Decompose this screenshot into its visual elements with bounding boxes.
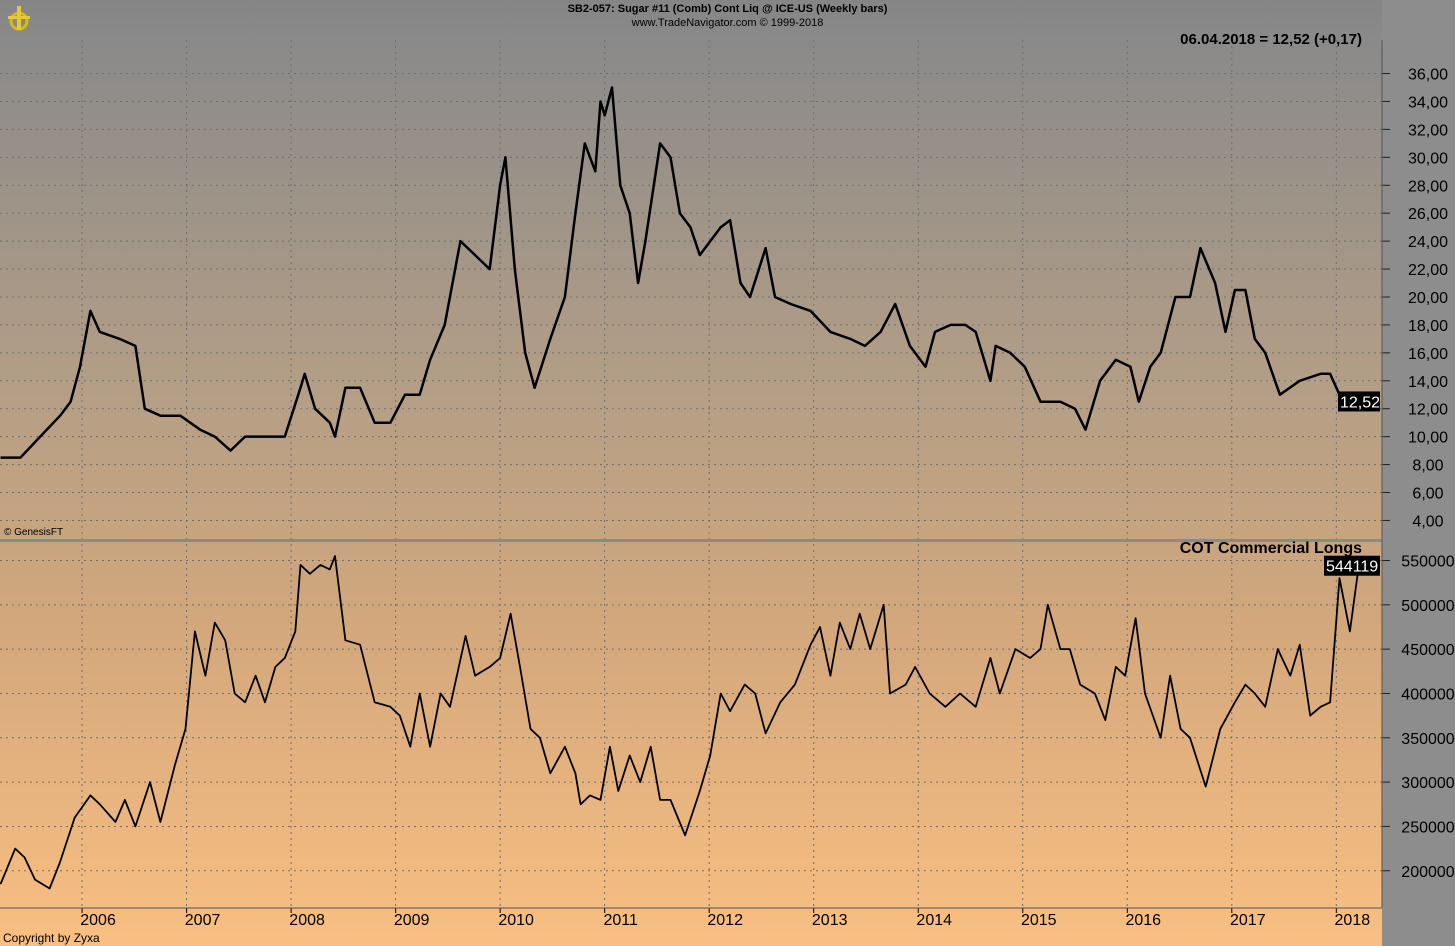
panel-separator <box>0 539 1382 542</box>
x-tick-label: 2016 <box>1125 912 1161 929</box>
price-y-tick-label: 24,00 <box>1408 234 1448 251</box>
cot-y-tick-label: 250000 <box>1401 819 1454 836</box>
chart-title: SB2-057: Sugar #11 (Comb) Cont Liq @ ICE… <box>567 3 888 15</box>
price-y-tick-label: 26,00 <box>1408 206 1448 223</box>
cot-y-tick-label: 300000 <box>1401 775 1454 792</box>
cot-panel-title: COT Commercial Longs <box>1179 540 1362 557</box>
x-tick-label: 2012 <box>707 912 743 929</box>
price-y-tick-label: 12,00 <box>1408 402 1448 419</box>
cot-y-tick-label: 350000 <box>1401 731 1454 748</box>
price-y-tick-label: 14,00 <box>1408 374 1448 391</box>
x-tick-label: 2017 <box>1230 912 1266 929</box>
x-tick-label: 2013 <box>812 912 848 929</box>
x-tick-label: 2009 <box>394 912 430 929</box>
cot-y-tick-label: 400000 <box>1401 686 1454 703</box>
price-last-label: 06.04.2018 = 12,52 (+0,17) <box>1180 31 1362 48</box>
price-y-tick-label: 6,00 <box>1412 486 1443 503</box>
x-tick-label: 2007 <box>185 912 221 929</box>
price-y-tick-label: 4,00 <box>1412 513 1443 530</box>
price-y-tick-label: 10,00 <box>1408 430 1448 447</box>
price-series-line <box>0 86 1364 459</box>
trade-navigator-logo-icon <box>8 6 30 31</box>
cot-y-tick-label: 550000 <box>1401 554 1454 571</box>
website-credit: www.TradeNavigator.com © 1999-2018 <box>631 17 824 29</box>
price-last-value-label: 12,52 <box>1340 394 1380 411</box>
cot-y-tick-label: 500000 <box>1401 598 1454 615</box>
cot-series-line <box>0 555 1364 890</box>
price-y-tick-label: 28,00 <box>1408 178 1448 195</box>
price-y-tick-label: 18,00 <box>1408 318 1448 335</box>
x-tick-label: 2018 <box>1335 912 1371 929</box>
price-y-tick-label: 30,00 <box>1408 150 1448 167</box>
price-y-tick-label: 16,00 <box>1408 346 1448 363</box>
bottom-axis-corner <box>1382 908 1455 946</box>
price-y-tick-label: 8,00 <box>1412 458 1443 475</box>
cot-last-value-label: 544119 <box>1326 559 1378 576</box>
cot-last-value-box <box>1324 555 1380 576</box>
x-tick-label: 2006 <box>80 912 116 929</box>
copyright-text: Copyright by Zyxa <box>3 931 100 945</box>
price-y-tick-label: 34,00 <box>1408 94 1448 111</box>
price-y-tick-label: 22,00 <box>1408 262 1448 279</box>
right-axis-panel <box>1382 0 1455 946</box>
x-tick-label: 2015 <box>1021 912 1057 929</box>
cot-y-tick-label: 200000 <box>1401 864 1454 881</box>
price-last-value-box <box>1338 391 1380 412</box>
price-y-tick-label: 20,00 <box>1408 290 1448 307</box>
price-y-tick-label: 36,00 <box>1408 67 1448 84</box>
price-y-tick-label: 32,00 <box>1408 122 1448 139</box>
x-tick-label: 2011 <box>603 912 638 929</box>
x-tick-label: 2008 <box>289 912 325 929</box>
cot-y-tick-label: 450000 <box>1401 642 1454 659</box>
x-tick-label: 2010 <box>498 912 534 929</box>
x-tick-label: 2014 <box>916 912 952 929</box>
data-source-credit: © GenesisFT <box>4 527 64 538</box>
